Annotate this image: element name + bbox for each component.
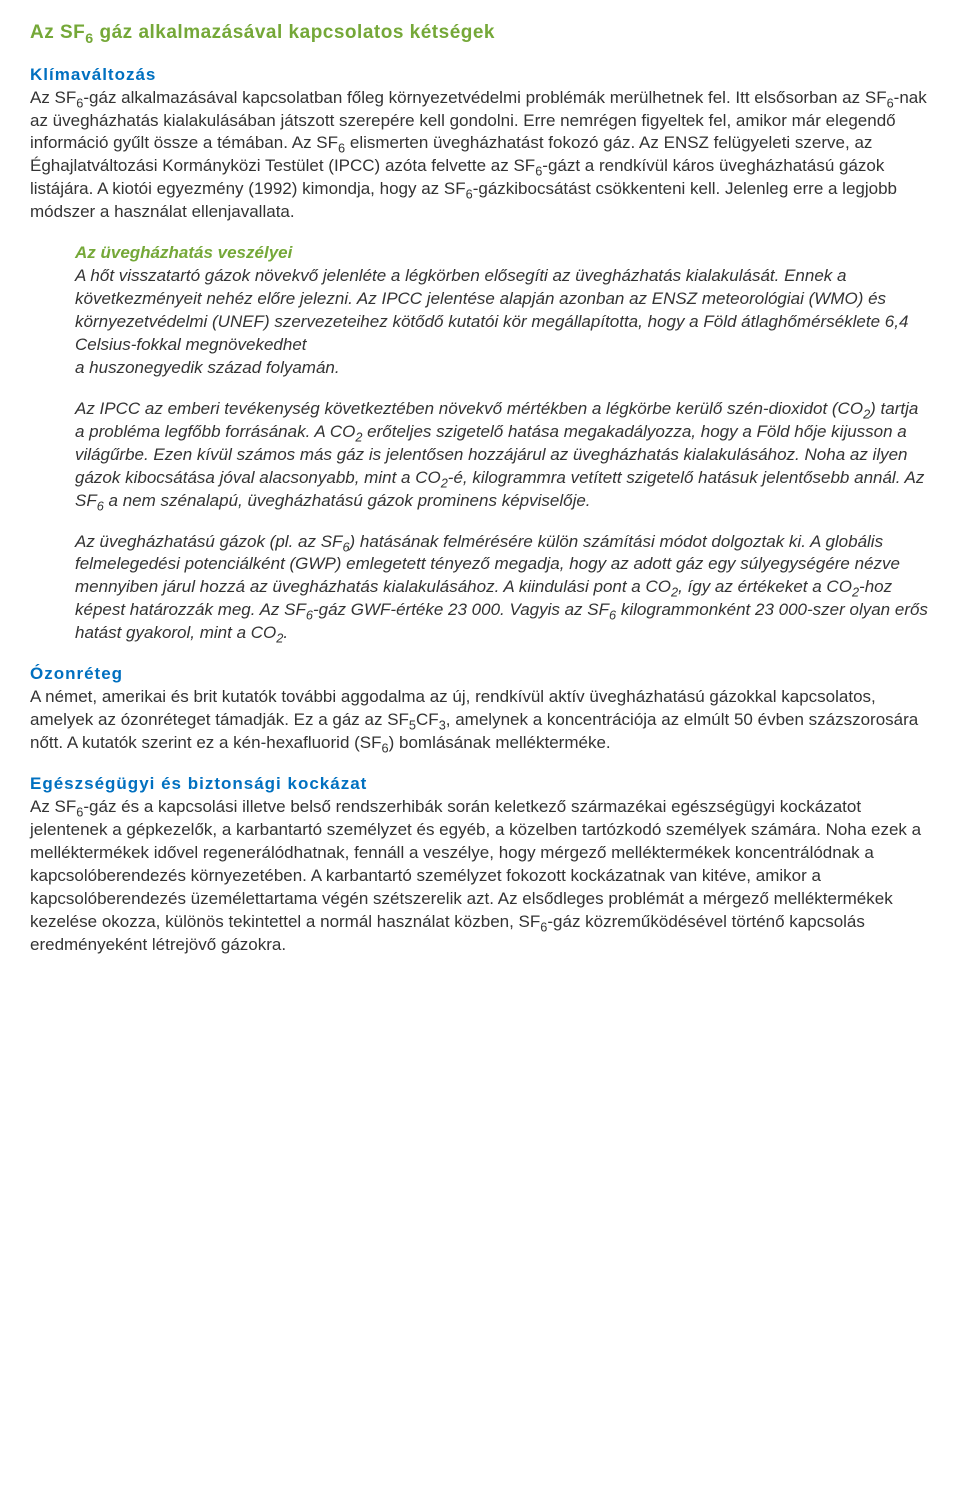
subsection-heading-uveghazhatas: Az üvegházhatás veszélyei xyxy=(75,242,930,265)
section-heading-ozonreteg: Ózonréteg xyxy=(30,663,930,686)
section-body-ozonreteg: A német, amerikai és brit kutatók tovább… xyxy=(30,686,930,755)
subsection-body-p1: A hőt visszatartó gázok növekvő jelenlét… xyxy=(75,265,930,380)
subsection-body-p3: Az üvegházhatású gázok (pl. az SF6) hatá… xyxy=(75,531,930,646)
section-heading-egeszsegugyi: Egészségügyi és biztonsági kockázat xyxy=(30,773,930,796)
page-title: Az SF6 gáz alkalmazásával kapcsolatos ké… xyxy=(30,20,930,46)
section-body-klimavaltozas: Az SF6-gáz alkalmazásával kapcsolatban f… xyxy=(30,87,930,225)
subsection-body-p2: Az IPCC az emberi tevékenység következté… xyxy=(75,398,930,513)
section-body-egeszsegugyi: Az SF6-gáz és a kapcsolási illetve belső… xyxy=(30,796,930,957)
section-heading-klimavaltozas: Klímaváltozás xyxy=(30,64,930,87)
